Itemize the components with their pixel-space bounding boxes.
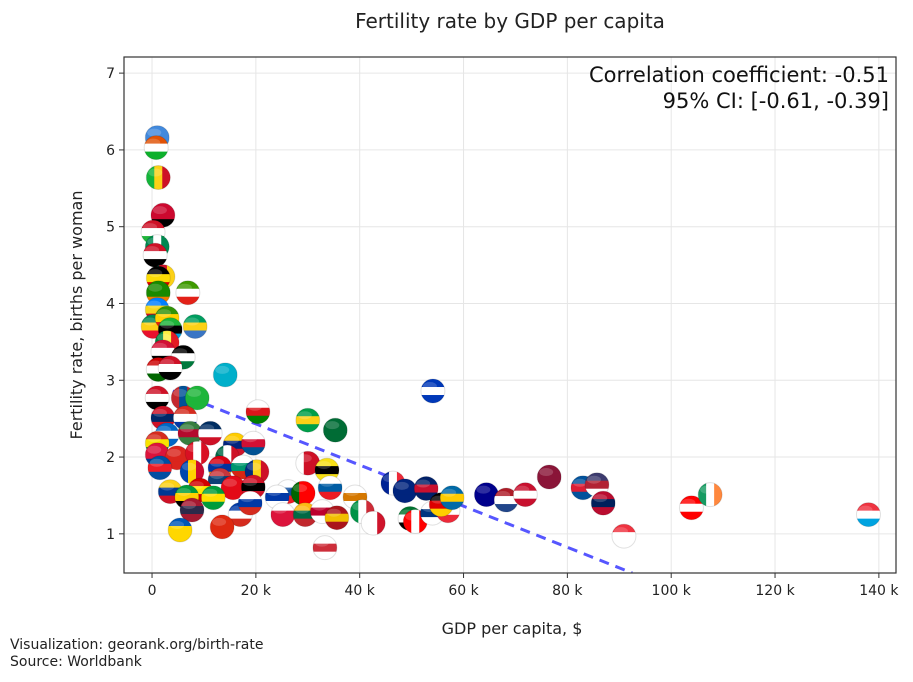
y-tick-label: 4 [106, 296, 115, 312]
flag-point [179, 497, 205, 523]
flag-point [493, 487, 519, 513]
x-tick-label: 0 [148, 583, 157, 599]
flag-point [212, 362, 238, 388]
flag-point [295, 450, 321, 476]
y-tick-label: 5 [106, 220, 115, 236]
x-axis-label: GDP per capita, $ [442, 619, 583, 638]
plot-frame [123, 56, 897, 574]
flag-point [536, 464, 562, 490]
flag-point [200, 485, 226, 511]
y-axis-label: Fertility rate, births per woman [67, 191, 86, 440]
flag-point [197, 420, 223, 446]
flag-point [142, 242, 168, 268]
x-tick-label: 40 k [345, 583, 376, 599]
annotation-correlation: Correlation coefficient: -0.51 [589, 63, 889, 87]
annotation-ci: 95% CI: [-0.61, -0.39] [663, 89, 889, 113]
y-tick-label: 1 [106, 527, 115, 543]
chart-title: Fertility rate by GDP per capita [355, 9, 665, 33]
flag-point [697, 482, 723, 508]
y-tick-label: 2 [106, 450, 115, 466]
flag-point [179, 459, 205, 485]
flag-point [584, 472, 610, 498]
flag-point [295, 407, 321, 433]
points [140, 125, 881, 561]
x-tick-label: 120 k [755, 583, 795, 599]
flag-point [177, 420, 203, 446]
flag-point [439, 485, 465, 511]
flag-point [157, 479, 183, 505]
flag-point [182, 314, 208, 340]
flag-point [209, 514, 235, 540]
y-tick-label: 7 [106, 66, 115, 82]
flag-point [420, 378, 446, 404]
y-tick-label: 3 [106, 373, 115, 389]
flag-point [157, 355, 183, 381]
flag-point [184, 385, 210, 411]
y-tick-label: 6 [106, 143, 115, 159]
flag-point [240, 430, 266, 456]
flag-point [164, 445, 190, 471]
flag-point [855, 502, 881, 528]
flag-point [590, 490, 616, 516]
flag-point [270, 502, 296, 528]
flag-point [237, 490, 263, 516]
footer-visualization: Visualization: georank.org/birth-rate [10, 637, 264, 653]
x-tick-label: 20 k [241, 583, 272, 599]
flag-point [317, 475, 343, 501]
flag-point [290, 480, 316, 506]
x-tick-label: 80 k [552, 583, 583, 599]
flag-point [611, 523, 637, 549]
axis-ticks: 0 20 k 40 k 60 k 80 k 100 k 120 k 140 k 1 2 3 4 5 6 7 [106, 66, 899, 599]
flag-point [392, 478, 418, 504]
flag-point [175, 280, 201, 306]
flag-point [245, 399, 271, 425]
grid [124, 57, 896, 573]
flag-point [140, 314, 166, 340]
footer-source: Source: Worldbank [10, 654, 142, 670]
x-tick-label: 100 k [652, 583, 692, 599]
flag-point [678, 495, 704, 521]
flag-point [402, 509, 428, 535]
flag-point [145, 165, 171, 191]
flag-point [512, 482, 538, 508]
flag-point [360, 510, 386, 536]
flag-point [312, 535, 338, 561]
flag-point [143, 135, 169, 161]
x-tick-label: 140 k [859, 583, 899, 599]
flag-point [324, 505, 350, 531]
flag-point [170, 344, 196, 370]
x-tick-label: 60 k [448, 583, 479, 599]
flag-point [147, 455, 173, 481]
flag-point [413, 476, 439, 502]
flag-point [167, 517, 193, 543]
flag-point [144, 385, 170, 411]
flag-point [322, 417, 348, 443]
flag-point [220, 475, 246, 501]
